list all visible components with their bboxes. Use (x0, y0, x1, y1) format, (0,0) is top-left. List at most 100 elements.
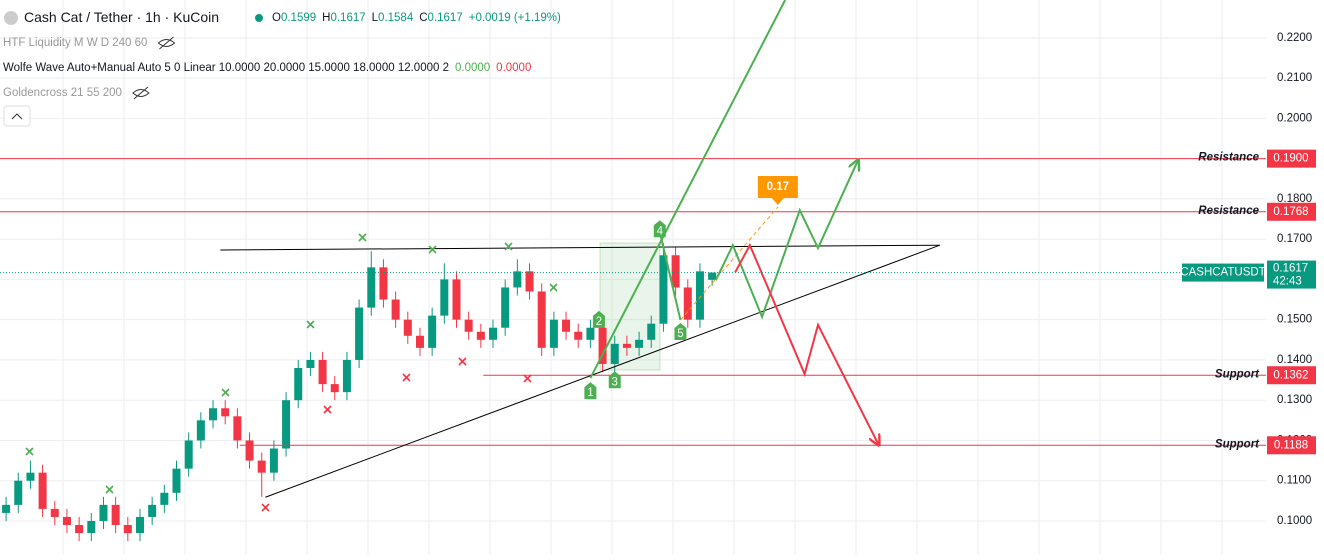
indicator-name: HTF Liquidity M W D 240 60 (3, 37, 147, 49)
price-tag (1267, 260, 1316, 289)
candle-body (501, 287, 510, 328)
candle-body (62, 516, 71, 526)
candle-body (598, 327, 607, 364)
candle-body (367, 267, 376, 308)
status-dot (255, 14, 263, 22)
target-tag (757, 175, 798, 205)
candle-body (282, 400, 291, 449)
candle-body (75, 525, 84, 534)
indicator: HTF Liquidity M W D 240 60 (3, 37, 147, 49)
candle-body (318, 359, 327, 385)
candle-body (708, 272, 717, 280)
y-tick-label: 0.1800 (1277, 193, 1312, 205)
candle-body (525, 271, 534, 292)
candle-body (415, 335, 424, 348)
indicator-name: Goldencross 21 55 200 (3, 87, 122, 99)
level-name: Resistance (1198, 205, 1259, 217)
level-tag (1267, 436, 1316, 455)
y-tick-label: 0.1000 (1277, 515, 1312, 527)
indicator-value: 0.0000 (496, 62, 531, 74)
drawing (680, 206, 779, 321)
drawing (589, 0, 787, 379)
level-name: Resistance (1198, 152, 1259, 164)
candle-body (355, 307, 364, 360)
candle-body (391, 299, 400, 320)
wolfe-label: 3 (612, 376, 618, 388)
level-name: Support (1215, 438, 1260, 450)
drawing (220, 244, 940, 251)
candle-body (148, 504, 157, 517)
level-tag (1267, 149, 1316, 168)
last-price: 0.1617 (1273, 263, 1308, 275)
ohlc-value: 0.1584 (378, 12, 414, 24)
ohlc-label: O (272, 12, 281, 24)
y-tick-label: 0.2200 (1277, 32, 1312, 44)
candle-body (14, 480, 23, 505)
candle-body (257, 460, 266, 473)
candle-body (2, 504, 11, 513)
candle-body (233, 416, 242, 441)
candle-body (476, 331, 485, 340)
y-tick-label: 0.1300 (1277, 394, 1312, 406)
candle-body (269, 448, 278, 473)
signals (25, 233, 558, 512)
candle-body (342, 359, 351, 393)
drawing (734, 242, 879, 445)
candle-body (622, 343, 631, 348)
candle-body (123, 525, 132, 534)
candle-body (330, 384, 339, 393)
drawing (265, 244, 940, 498)
drawing (658, 231, 682, 321)
level-value: 0.1188 (1274, 439, 1308, 451)
candle-body (537, 291, 546, 348)
hide-icon[interactable] (157, 36, 176, 50)
candle-body (294, 367, 303, 401)
ohlc-label: C (419, 12, 427, 24)
wolfe-label: 4 (657, 225, 664, 237)
plot: Resistance Resistance Support Support 1 2 3 4 5 0… (0, 0, 1266, 542)
candle-body (452, 279, 461, 320)
candle-body (610, 343, 619, 364)
candle-body (196, 420, 205, 441)
candle-body (245, 440, 254, 461)
candle-body (50, 508, 59, 517)
level-value: 0.1362 (1273, 369, 1308, 381)
ohlc: O0.1599 H0.1617 L0.1584 C0.1617 +0.0019 (+1.… (272, 12, 561, 24)
wolfe-label: 5 (677, 328, 683, 340)
candle-body (671, 255, 680, 288)
candle-body (574, 331, 583, 340)
ohlc-value: 0.1617 (330, 12, 365, 24)
candle-body (513, 271, 522, 288)
logo (4, 11, 18, 25)
ohlc-label: H (322, 12, 330, 24)
title: Cash Cat / Tether · 1h · KuCoin (24, 9, 219, 25)
y-tick-label: 0.2000 (1277, 112, 1312, 124)
candle-body (489, 327, 498, 340)
wolfe-point (592, 310, 605, 328)
hide-icon[interactable] (132, 86, 150, 100)
candle-body (87, 520, 96, 534)
candle-body (306, 359, 315, 368)
countdown: 42:43 (1273, 276, 1302, 288)
legend: Cash Cat / Tether · 1h · KuCoin O0.1599 H0… (3, 9, 561, 100)
level-value: 0.1900 (1273, 153, 1308, 165)
ohlc-value: 0.1599 (281, 12, 316, 24)
candle-body (586, 327, 595, 340)
indicator: Goldencross 21 55 200 (3, 87, 122, 99)
wolfe-point (653, 220, 666, 238)
collapse-button[interactable] (3, 105, 31, 127)
wolfe-point (674, 322, 687, 340)
ohlc-value: 0.1617 (428, 12, 463, 24)
candle-body (209, 408, 218, 421)
wolfe-label: 1 (587, 387, 593, 399)
y-tick-label: 0.2100 (1277, 72, 1312, 84)
level-tag (1267, 366, 1316, 385)
target-label: 0.17 (767, 181, 789, 193)
collapse-icon (11, 113, 23, 120)
level-value: 0.1768 (1273, 206, 1308, 218)
drawing (714, 160, 858, 320)
title-line: Cash Cat / Tether · 1h · KuCoin (24, 9, 219, 25)
candle-body (379, 267, 388, 300)
symbol-tag (1182, 263, 1264, 282)
